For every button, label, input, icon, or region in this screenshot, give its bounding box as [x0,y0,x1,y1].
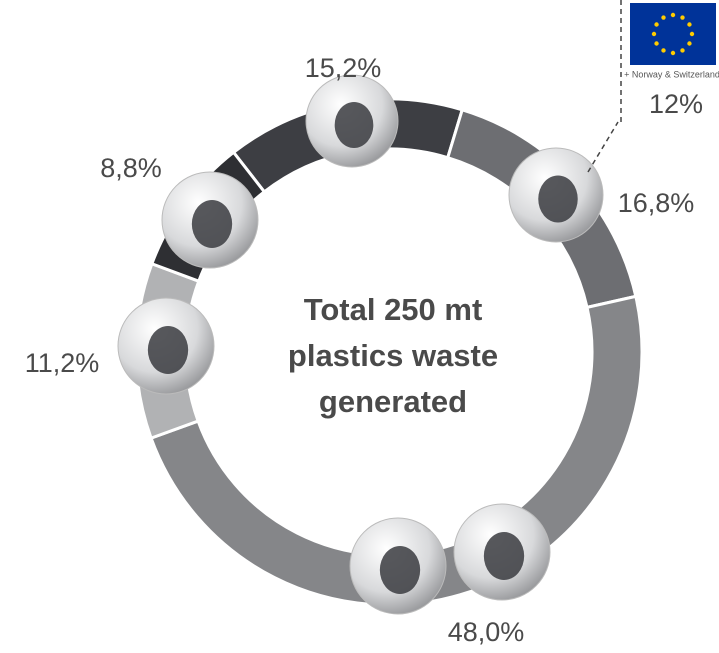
continent [538,175,578,223]
star [689,31,695,37]
continent [334,102,374,148]
leader-line [587,121,619,173]
value-labels: 15,2% 16,8% 48,0% 11,2% 8,8% [25,53,695,647]
star [654,22,659,27]
value-label: 8,8% [100,153,162,183]
center-line: plastics waste [288,338,498,373]
continent [147,326,189,374]
star [680,15,685,20]
star [654,41,659,46]
continent [379,546,421,594]
center-line: Total 250 mt [304,292,483,327]
value-label: 15,2% [305,53,382,83]
center-line: generated [319,384,467,419]
value-label: 11,2% [25,348,100,378]
eu-inset: + Norway & Switzerland 12% [587,0,719,173]
inset-value-label: 12% [649,89,703,119]
center-text: Total 250 mt plastics waste generated [288,292,498,419]
value-label: 16,8% [618,188,695,218]
eu-flag [630,3,716,65]
star [661,48,666,53]
star [687,41,692,46]
continent [483,532,525,580]
flag-stars [651,12,695,56]
star [670,12,676,18]
value-label: 48,0% [448,617,525,647]
star [651,31,657,37]
star [680,48,685,53]
star [661,15,666,20]
continent [191,200,233,248]
inset-note: + Norway & Switzerland [624,69,719,79]
star [670,50,676,56]
star [687,22,692,27]
globes [117,74,604,615]
